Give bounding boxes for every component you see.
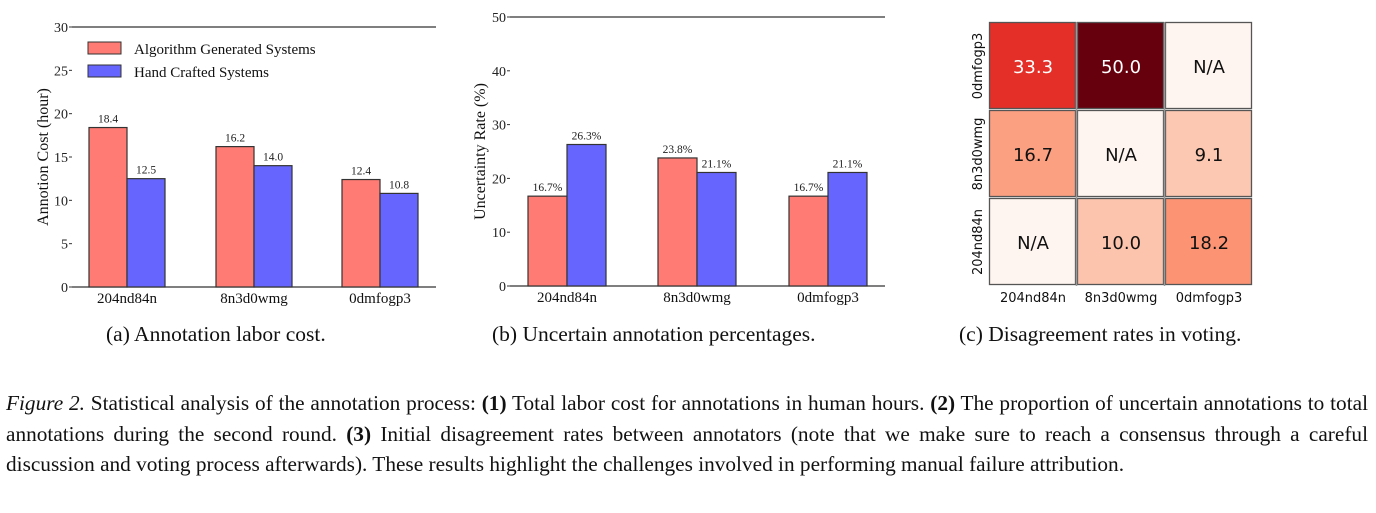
subcaption-a: (a) Annotation labor cost. [106, 322, 326, 346]
y-tick-label: 5 [61, 238, 68, 253]
heatmap-cell [1164, 21, 1253, 110]
heatmap-cell-value: 50.0 [1101, 57, 1141, 78]
y-tick-label: 10 [54, 194, 68, 209]
bar-value-label: 12.4 [351, 166, 371, 178]
bar-value-label: 16.7% [533, 182, 563, 194]
heatmap-cell-value: 9.1 [1195, 145, 1224, 166]
y-tick-label: 30 [54, 21, 68, 36]
heatmap-cell-value: 33.3 [1013, 57, 1053, 78]
heatmap-cell [1076, 109, 1165, 198]
x-tick-label: 0dmfogp3 [797, 290, 859, 306]
figure-caption: Figure 2. Statistical analysis of the an… [6, 388, 1368, 480]
heatmap-cell [1076, 21, 1165, 110]
bar-value-label: 10.8 [389, 179, 409, 191]
bar-hand-crafted [253, 165, 293, 288]
x-tick-label: 204nd84n [97, 291, 158, 307]
bar-algorithm-generated [657, 157, 698, 287]
bar-algorithm-generated [341, 178, 381, 288]
bar-algorithm-generated [527, 195, 568, 287]
y-tick-label: 40 [492, 65, 506, 80]
caption-marker-3: (3) [346, 421, 372, 446]
x-tick-label: 8n3d0wmg [220, 291, 288, 307]
bar-value-label: 21.1% [702, 158, 732, 170]
bar-value-label: 16.2 [225, 133, 245, 145]
y-tick-label: 25 [54, 64, 68, 79]
legend-swatch [87, 64, 122, 78]
heatmap-cell [1164, 197, 1253, 286]
x-tick-label: 8n3d0wmg [663, 290, 731, 306]
subcaption-b: (b) Uncertain annotation percentages. [492, 322, 816, 346]
heatmap-y-label: 204nd84n [971, 209, 986, 275]
heatmap-cell-value: 16.7 [1013, 145, 1053, 166]
y-tick-label: 30 [492, 119, 506, 134]
caption-text-3: Initial disagreement rates between annot… [6, 421, 1368, 477]
bar-value-label: 18.4 [98, 114, 118, 126]
caption-marker-1: (1) [481, 391, 507, 415]
y-tick-label: 50 [492, 11, 506, 26]
chart-annotation-cost: 0 5 10 15 20 25 30 Annotion Cost (hour) 18.4 12.5… [35, 21, 436, 307]
bar-value-label: 23.8% [663, 144, 693, 156]
subcaption-c: (c) Disagreement rates in voting. [959, 322, 1242, 346]
bar-algorithm-generated [88, 126, 128, 288]
x-tick-label: 0dmfogp3 [349, 291, 411, 307]
bar-algorithm-generated [788, 195, 829, 287]
heatmap-cell-value: N/A [1193, 57, 1226, 78]
y-tick-label: 0 [61, 281, 68, 296]
bar-value-label: 12.5 [136, 165, 156, 177]
y-tick-label: 20 [492, 172, 506, 187]
heatmap-cell [1076, 197, 1165, 286]
bar-hand-crafted [379, 192, 419, 288]
bar-hand-crafted [126, 178, 166, 288]
bar-value-label: 21.1% [833, 158, 863, 170]
bar-hand-crafted [827, 171, 868, 287]
heatmap-y-label: 8n3d0wmg [971, 118, 986, 191]
legend-swatch [87, 41, 122, 55]
bar-value-label: 14.0 [263, 152, 283, 164]
y-axis-label: Uncertainty Rate (%) [472, 83, 489, 220]
heatmap-y-label: 0dmfogp3 [971, 33, 986, 100]
caption-marker-2: (2) [930, 391, 956, 415]
heatmap-x-label: 8n3d0wmg [1085, 291, 1158, 306]
y-tick-label: 10 [492, 226, 506, 241]
heatmap-cell-value: N/A [1017, 233, 1050, 254]
bar-hand-crafted [566, 143, 607, 287]
heatmap-cell-value: 18.2 [1189, 233, 1229, 254]
legend-label: Algorithm Generated Systems [134, 42, 316, 58]
heatmap-x-label: 204nd84n [1000, 291, 1066, 306]
y-tick-label: 0 [499, 280, 506, 295]
y-tick-label: 20 [54, 108, 68, 123]
y-axis-label: Annotion Cost (hour) [35, 88, 52, 226]
figure-label: Figure 2. [6, 391, 85, 415]
bar-hand-crafted [696, 171, 737, 287]
heatmap-x-label: 0dmfogp3 [1176, 291, 1243, 306]
heatmap-cell-value: N/A [1105, 145, 1138, 166]
heatmap-cell [988, 21, 1077, 110]
bar-value-label: 26.3% [572, 131, 602, 143]
bar-value-label: 16.7% [794, 182, 824, 194]
x-tick-label: 204nd84n [537, 290, 598, 306]
heatmap-cell [988, 197, 1077, 286]
heatmap-cell [988, 109, 1077, 198]
y-tick-label: 15 [54, 151, 68, 166]
figure-canvas: 0 5 10 15 20 25 30 Annotion Cost (hour) 18.4 12.5… [35, 11, 1253, 307]
caption-intro: Statistical analysis of the annotation p… [84, 391, 482, 415]
caption-text-1: Total labor cost for annotations in huma… [506, 391, 931, 415]
bar-algorithm-generated [215, 146, 255, 288]
caption-text-2: The proportion of uncertain annotations … [6, 391, 1368, 446]
chart-uncertainty-rate: 0 10 20 30 40 50 Uncertainty Rate (%) 16.7% 26.3… [472, 11, 885, 306]
heatmap-cell-value: 10.0 [1101, 233, 1141, 254]
heatmap-cell [1164, 109, 1253, 198]
heatmap-disagreement: 33.3 50.0 N/A 16.7 N/A 9.1 N/A 10.0 18.2 204nd84n… [971, 21, 1253, 306]
legend-label: Hand Crafted Systems [134, 65, 269, 81]
